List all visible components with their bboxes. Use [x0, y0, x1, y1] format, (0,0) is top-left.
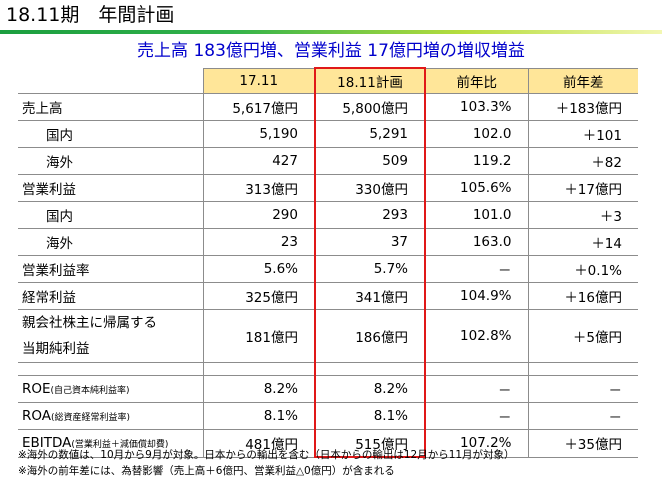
row-label: 海外 — [18, 228, 203, 256]
row-label: 親会社株主に帰属する 当期純利益 — [18, 309, 203, 363]
row-label-main: ROA — [22, 408, 52, 424]
cell-18-11-plan: 5.7% — [314, 255, 426, 283]
cell-yoy-diff: ＋14 — [527, 228, 638, 256]
cell-18-11-plan: 37 — [314, 228, 426, 256]
cell-yoy-ratio: 107.2% — [424, 429, 528, 458]
cell-yoy-diff: － — [527, 402, 638, 430]
cell-yoy-diff: ＋3 — [527, 201, 638, 229]
cell-17-11: 313億円 — [202, 174, 315, 202]
row-label-note: (総資産経常利益率) — [51, 413, 131, 423]
cell-18-11-plan: 8.1% — [314, 402, 426, 430]
cell-yoy-diff: ＋101 — [527, 120, 638, 148]
cell-18-11-plan: 5,800億円 — [314, 93, 426, 121]
cell-18-11-plan: 186億円 — [314, 309, 426, 363]
table-row-sales: 売上高 5,617億円 5,800億円 103.3% ＋183億円 — [18, 93, 638, 121]
cell-yoy-ratio: 105.6% — [424, 174, 528, 202]
row-label: 海外 — [18, 147, 203, 175]
footnote: ※海外の前年差には、為替影響（売上高＋6億円、営業利益△0億円）が含まれる — [18, 465, 395, 477]
cell-yoy-ratio: － — [424, 375, 528, 403]
spacer-cell — [527, 362, 638, 376]
row-label: 国内 — [18, 201, 203, 229]
column-header-17-11: 17.11 — [202, 67, 315, 94]
footnotes: ※海外の数値は、10月から9月が対象。日本からの輸出を含む（日本からの輸出は12… — [18, 447, 515, 479]
footnote: ※海外の数値は、10月から9月が対象。日本からの輸出を含む（日本からの輸出は12… — [18, 449, 515, 461]
cell-yoy-diff: ＋17億円 — [527, 174, 638, 202]
cell-yoy-ratio: 102.8% — [424, 309, 528, 363]
cell-yoy-diff: ＋35億円 — [527, 429, 638, 458]
table-row-operating-income-overseas: 海外 23 37 163.0 ＋14 — [18, 228, 638, 256]
cell-yoy-ratio: － — [424, 255, 528, 283]
headline: 売上高 183億円増、営業利益 17億円増の増収増益 — [137, 41, 525, 61]
header-corner — [18, 68, 203, 94]
row-label: 営業利益率 — [18, 255, 203, 283]
row-label: 経常利益 — [18, 282, 203, 310]
financial-table: 17.11 18.11計画 前年比 前年差 売上高 5,617億円 5,800億… — [18, 67, 638, 458]
table-row-sales-overseas: 海外 427 509 119.2 ＋82 — [18, 147, 638, 175]
column-header-yoy-diff: 前年差 — [527, 67, 638, 94]
cell-17-11: 8.1% — [202, 402, 315, 430]
cell-18-11-plan: 330億円 — [314, 174, 426, 202]
cell-18-11-plan: 8.2% — [314, 375, 426, 403]
cell-yoy-diff: ＋5億円 — [527, 309, 638, 363]
cell-yoy-ratio: 119.2 — [424, 147, 528, 175]
cell-17-11: 325億円 — [202, 282, 315, 310]
table-row-roe: ROE(自己資本純利益率) 8.2% 8.2% － － — [18, 375, 638, 403]
row-label: 売上高 — [18, 93, 203, 121]
cell-18-11-plan: 515億円 — [314, 429, 426, 458]
column-header-18-11-plan: 18.11計画 — [314, 67, 426, 94]
cell-yoy-diff: ＋82 — [527, 147, 638, 175]
cell-yoy-ratio: 102.0 — [424, 120, 528, 148]
row-label: EBITDA(営業利益＋減価償却費) — [18, 429, 203, 458]
cell-17-11: 481億円 — [202, 429, 315, 458]
row-label-main: ROE — [22, 381, 51, 397]
table-row-operating-income: 営業利益 313億円 330億円 105.6% ＋17億円 — [18, 174, 638, 202]
row-label-note: (営業利益＋減価償却費) — [71, 440, 169, 451]
cell-18-11-plan: 509 — [314, 147, 426, 175]
table-row-operating-income-domestic: 国内 290 293 101.0 ＋3 — [18, 201, 638, 229]
cell-18-11-plan: 5,291 — [314, 120, 426, 148]
cell-17-11: 181億円 — [202, 309, 315, 363]
cell-yoy-ratio: 104.9% — [424, 282, 528, 310]
table-row-net-income: 親会社株主に帰属する 当期純利益 181億円 186億円 102.8% ＋5億円 — [18, 309, 638, 363]
table-spacer-row — [18, 362, 638, 376]
cell-17-11: 5,190 — [202, 120, 315, 148]
row-label-note: (自己資本純利益率) — [50, 386, 130, 396]
spacer-cell — [18, 362, 203, 376]
table-row-roa: ROA(総資産経常利益率) 8.1% 8.1% － － — [18, 402, 638, 430]
column-header-yoy-ratio: 前年比 — [424, 67, 528, 94]
row-label: ROE(自己資本純利益率) — [18, 375, 203, 403]
table-row-sales-domestic: 国内 5,190 5,291 102.0 ＋101 — [18, 120, 638, 148]
table-row-ebitda: EBITDA(営業利益＋減価償却費) 481億円 515億円 107.2% ＋3… — [18, 429, 638, 458]
row-label: ROA(総資産経常利益率) — [18, 402, 203, 430]
cell-17-11: 5,617億円 — [202, 93, 315, 121]
cell-18-11-plan: 293 — [314, 201, 426, 229]
spacer-cell — [314, 362, 426, 376]
cell-yoy-diff: ＋183億円 — [527, 93, 638, 121]
cell-yoy-diff: ＋0.1% — [527, 255, 638, 283]
cell-17-11: 23 — [202, 228, 315, 256]
cell-17-11: 8.2% — [202, 375, 315, 403]
cell-yoy-ratio: － — [424, 402, 528, 430]
row-label-main: EBITDA — [22, 435, 72, 452]
cell-yoy-ratio: 103.3% — [424, 93, 528, 121]
table-row-ordinary-income: 経常利益 325億円 341億円 104.9% ＋16億円 — [18, 282, 638, 310]
table-header-row: 17.11 18.11計画 前年比 前年差 — [18, 67, 638, 94]
page-title: 18.11期 年間計画 — [6, 4, 175, 26]
row-label-line-2: 当期純利益 — [22, 341, 90, 357]
cell-17-11: 290 — [202, 201, 315, 229]
spacer-cell — [424, 362, 528, 376]
cell-17-11: 5.6% — [202, 255, 315, 283]
title-underline — [0, 30, 662, 34]
row-label: 国内 — [18, 120, 203, 148]
cell-18-11-plan: 341億円 — [314, 282, 426, 310]
table-row-operating-margin: 営業利益率 5.6% 5.7% － ＋0.1% — [18, 255, 638, 283]
cell-yoy-ratio: 163.0 — [424, 228, 528, 256]
row-label-line-1: 親会社株主に帰属する — [22, 315, 157, 331]
row-label: 営業利益 — [18, 174, 203, 202]
spacer-cell — [202, 362, 315, 376]
cell-yoy-diff: ＋16億円 — [527, 282, 638, 310]
cell-yoy-ratio: 101.0 — [424, 201, 528, 229]
cell-17-11: 427 — [202, 147, 315, 175]
cell-yoy-diff: － — [527, 375, 638, 403]
